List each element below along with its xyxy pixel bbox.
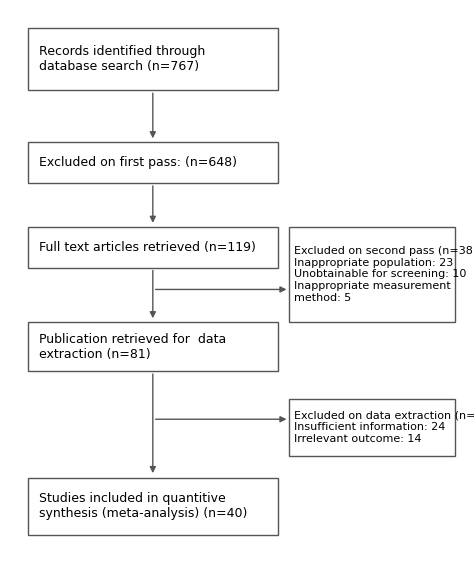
Text: Studies included in quantitive
synthesis (meta-analysis) (n=40): Studies included in quantitive synthesis…	[39, 492, 247, 520]
Text: Full text articles retrieved (n=119): Full text articles retrieved (n=119)	[39, 241, 256, 254]
Text: Excluded on first pass: (n=648): Excluded on first pass: (n=648)	[39, 156, 237, 169]
Text: Excluded on data extraction (n=33)
Insufficient information: 24
Irrelevant outco: Excluded on data extraction (n=33) Insuf…	[294, 411, 474, 444]
Text: Publication retrieved for  data
extraction (n=81): Publication retrieved for data extractio…	[39, 333, 226, 361]
FancyBboxPatch shape	[27, 478, 278, 535]
Text: Excluded on second pass (n=38)
Inappropriate population: 23
Unobtainable for scr: Excluded on second pass (n=38) Inappropr…	[294, 247, 474, 303]
FancyBboxPatch shape	[27, 28, 278, 90]
FancyBboxPatch shape	[27, 142, 278, 183]
FancyBboxPatch shape	[289, 399, 456, 456]
FancyBboxPatch shape	[27, 227, 278, 268]
FancyBboxPatch shape	[27, 322, 278, 371]
Text: Records identified through
database search (n=767): Records identified through database sear…	[39, 45, 205, 73]
FancyBboxPatch shape	[289, 227, 456, 322]
